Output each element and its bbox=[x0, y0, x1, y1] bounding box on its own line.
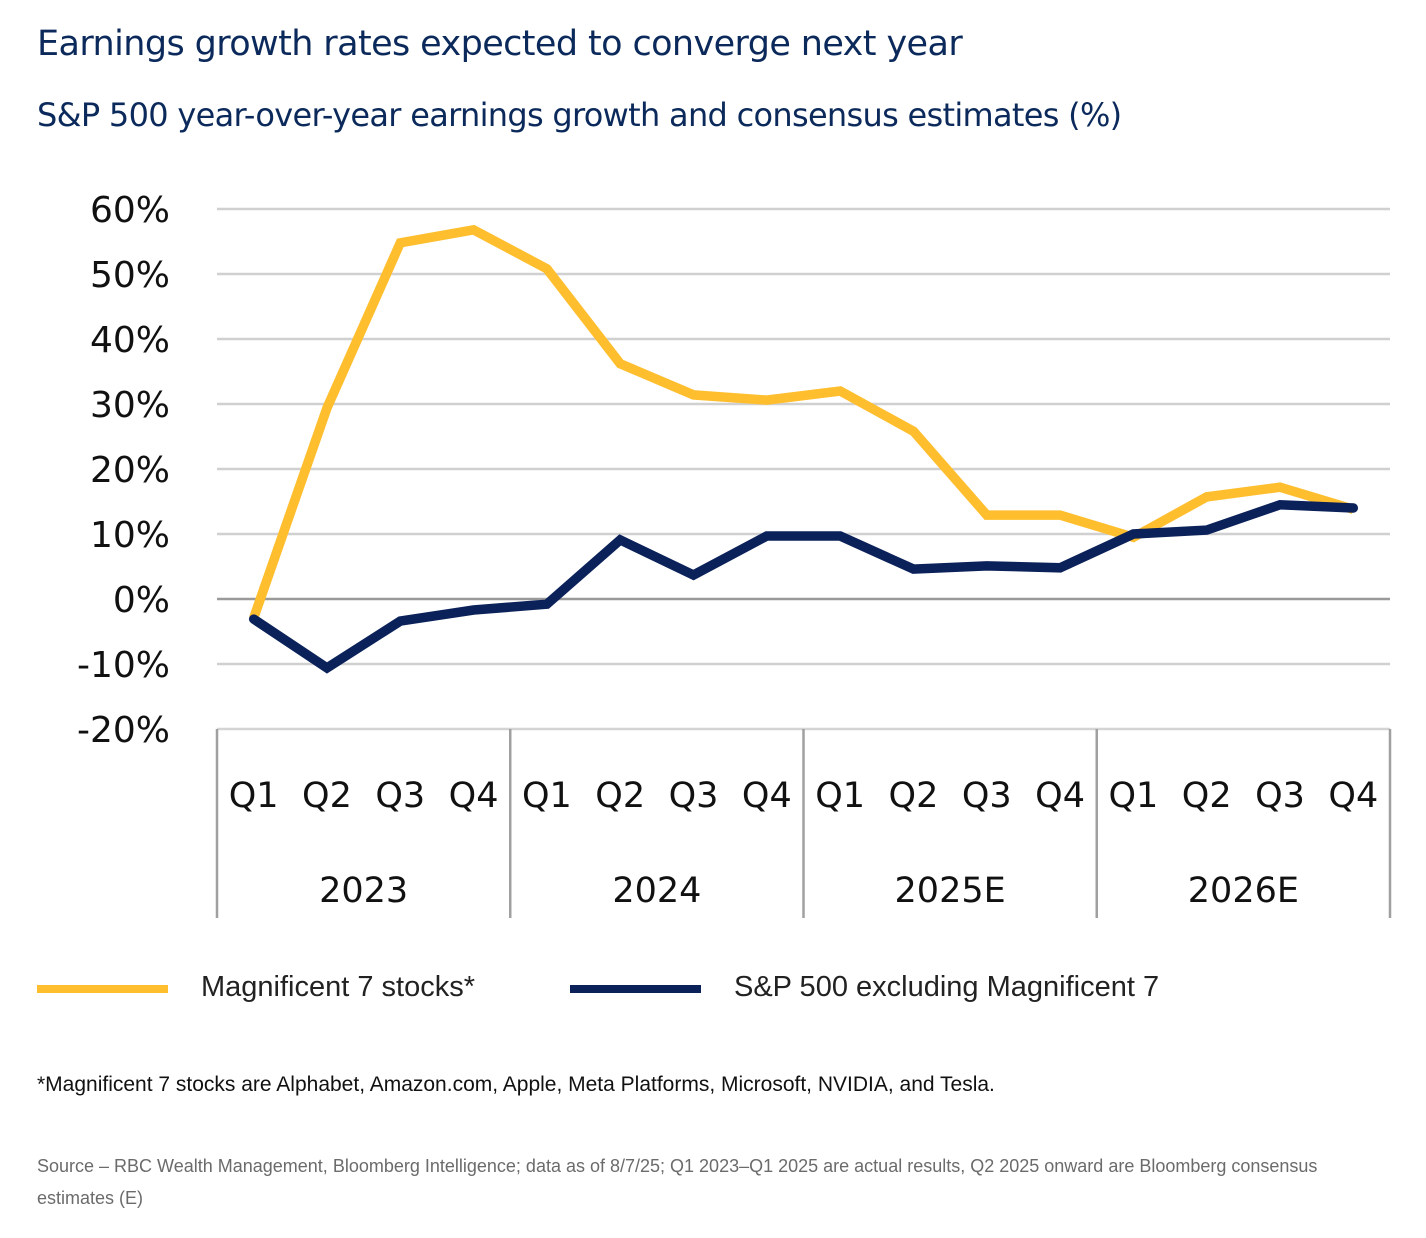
x-tick-label-quarter: Q1 bbox=[1108, 776, 1158, 816]
x-tick-label-year: 2025E bbox=[895, 871, 1006, 911]
chart-subtitle: S&P 500 year-over-year earnings growth a… bbox=[37, 96, 1122, 134]
legend-swatch-sp500-ex bbox=[570, 985, 701, 993]
line-chart: 60%50%40%30%20%10%0%-10%-20% Q1 Q2 Q3 Q4 Q1 Q… bbox=[77, 190, 1392, 918]
x-tick-label-quarter: Q4 bbox=[1328, 776, 1378, 816]
y-tick-label: -10% bbox=[77, 645, 170, 686]
x-tick-label-quarter: Q2 bbox=[302, 776, 352, 816]
x-tick-label-quarter: Q1 bbox=[815, 776, 865, 816]
series-lines bbox=[248, 224, 1359, 674]
y-tick-label: 20% bbox=[90, 450, 170, 491]
x-tick-label-year: 2026E bbox=[1188, 871, 1299, 911]
x-tick-label-quarter: Q1 bbox=[522, 776, 572, 816]
x-tick-label-quarter: Q3 bbox=[962, 776, 1012, 816]
series-line-mag7 bbox=[249, 224, 1355, 620]
x-tick-label-quarter: Q3 bbox=[375, 776, 425, 816]
x-tick-label-quarter: Q4 bbox=[1035, 776, 1085, 816]
x-tick-label-year: 2024 bbox=[612, 871, 701, 911]
y-axis-tick-labels: 60% 50% 40% 30% 20% 10% 0% -10% -20% bbox=[77, 190, 170, 751]
x-tick-label-year: 2023 bbox=[319, 871, 408, 911]
y-tick-label: 60% bbox=[90, 190, 170, 231]
y-tick-label: 10% bbox=[90, 515, 170, 556]
series-line-sp500-ex bbox=[248, 500, 1359, 674]
x-tick-label-quarter: Q2 bbox=[1182, 776, 1232, 816]
legend-label-sp500-ex: S&P 500 excluding Magnificent 7 bbox=[734, 971, 1160, 1003]
footnote: *Magnificent 7 stocks are Alphabet, Amaz… bbox=[37, 1073, 995, 1096]
x-tick-label-quarter: Q2 bbox=[595, 776, 645, 816]
x-tick-label-quarter: Q4 bbox=[742, 776, 792, 816]
y-tick-label: 0% bbox=[113, 580, 170, 621]
x-tick-label-quarter: Q1 bbox=[229, 776, 279, 816]
x-tick-label-quarter: Q3 bbox=[669, 776, 719, 816]
y-tick-label: 40% bbox=[90, 320, 170, 361]
y-tick-label: 30% bbox=[90, 385, 170, 426]
x-tick-label-quarter: Q2 bbox=[889, 776, 939, 816]
x-tick-label-quarter: Q4 bbox=[449, 776, 499, 816]
gridlines bbox=[217, 207, 1390, 666]
y-tick-label: -20% bbox=[77, 710, 170, 751]
x-axis: Q1 Q2 Q3 Q4 Q1 Q2 Q3 Q4 Q1 Q2 Q3 Q4 Q1 Q2 Q3 Q4 2023 2024… bbox=[215, 727, 1392, 918]
chart-title: Earnings growth rates expected to conver… bbox=[37, 24, 963, 64]
x-tick-label-quarter: Q3 bbox=[1255, 776, 1305, 816]
legend-label-mag7: Magnificent 7 stocks* bbox=[201, 971, 476, 1003]
y-tick-label: 50% bbox=[90, 255, 170, 296]
legend-swatch-mag7 bbox=[37, 985, 168, 993]
source-note: Source – RBC Wealth Management, Bloomber… bbox=[37, 1156, 1318, 1208]
